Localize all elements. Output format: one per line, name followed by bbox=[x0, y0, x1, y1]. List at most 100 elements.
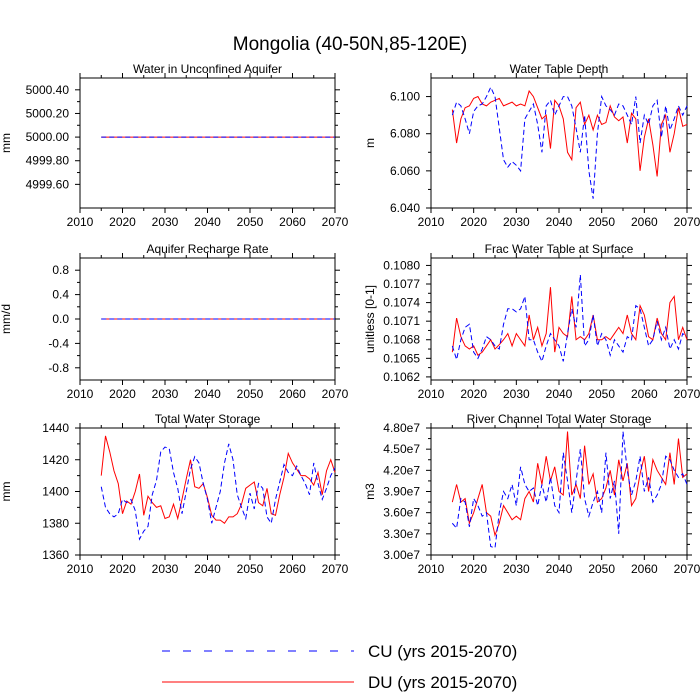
x-tick-label: 2030 bbox=[152, 562, 179, 576]
y-tick-label: 0.1065 bbox=[383, 351, 420, 365]
x-tick-label: 2060 bbox=[279, 387, 306, 401]
x-tick-label: 2010 bbox=[67, 387, 94, 401]
panels-group: Water in Unconfined Aquifer 2010 2020 2030 2… bbox=[0, 62, 700, 576]
y-tick-label: 0.1071 bbox=[383, 314, 420, 328]
series-line-cu bbox=[451, 274, 688, 363]
y-tick-label: -0.8 bbox=[48, 361, 69, 375]
x-tick-label: 2020 bbox=[109, 215, 136, 229]
y-tick-label: 6.100 bbox=[390, 90, 420, 104]
x-tick-label: 2050 bbox=[237, 562, 264, 576]
panel-title: Water in Unconfined Aquifer bbox=[133, 62, 282, 76]
x-tick-label: 2050 bbox=[588, 215, 615, 229]
x-tick-label: 2030 bbox=[152, 215, 179, 229]
x-tick-label: 2040 bbox=[546, 562, 573, 576]
y-tick-label: 0.0 bbox=[52, 312, 69, 326]
x-tick-label: 2030 bbox=[503, 562, 530, 576]
x-tick-label: 2010 bbox=[67, 215, 94, 229]
y-axis-label: mm bbox=[0, 482, 13, 502]
x-tick-label: 2010 bbox=[418, 215, 445, 229]
x-tick-label: 2060 bbox=[279, 215, 306, 229]
x-tick-label: 2040 bbox=[194, 215, 221, 229]
y-tick-label: 1360 bbox=[42, 548, 69, 562]
series-line-du bbox=[451, 287, 688, 356]
y-tick-label: 3.00e7 bbox=[383, 548, 420, 562]
plot-frame bbox=[430, 77, 688, 209]
panel-aquifer-recharge-rate: Aquifer Recharge Rate 2010 2020 2030 2040 205… bbox=[0, 242, 349, 401]
y-tick-label: 4.80e7 bbox=[383, 421, 420, 435]
x-tick-label: 2070 bbox=[322, 562, 349, 576]
y-tick-label: 3.60e7 bbox=[383, 506, 420, 520]
x-tick-label: 2010 bbox=[418, 562, 445, 576]
y-axis-label: mm/d bbox=[0, 304, 13, 334]
x-tick-label: 2030 bbox=[503, 387, 530, 401]
series-line-du bbox=[451, 431, 688, 538]
panel-title: Frac Water Table at Surface bbox=[485, 242, 634, 256]
x-tick-label: 2070 bbox=[674, 215, 700, 229]
y-tick-label: 0.1077 bbox=[383, 277, 420, 291]
y-tick-label: 5000.20 bbox=[26, 106, 70, 120]
x-tick-label: 2040 bbox=[546, 215, 573, 229]
x-tick-label: 2060 bbox=[631, 215, 658, 229]
x-tick-label: 2070 bbox=[674, 387, 700, 401]
series-line-du bbox=[451, 89, 688, 177]
x-tick-label: 2030 bbox=[503, 215, 530, 229]
plot-frame bbox=[79, 77, 336, 209]
x-tick-label: 2040 bbox=[194, 387, 221, 401]
series-line-cu bbox=[100, 443, 336, 541]
series-line-cu bbox=[451, 86, 688, 199]
x-tick-label: 2050 bbox=[588, 562, 615, 576]
y-tick-label: 0.4 bbox=[52, 288, 69, 302]
panel-water-in-unconfined-aquifer: Water in Unconfined Aquifer 2010 2020 2030 2… bbox=[0, 62, 349, 229]
y-axis-label: mm bbox=[0, 133, 13, 153]
y-tick-label: 6.040 bbox=[390, 201, 420, 215]
x-tick-label: 2020 bbox=[460, 562, 487, 576]
panel-water-table-depth: Water Table Depth 2010 2020 2030 2040 2050 206… bbox=[363, 62, 700, 229]
y-tick-label: 1400 bbox=[42, 485, 69, 499]
y-tick-label: 1440 bbox=[42, 421, 69, 435]
y-tick-label: 1380 bbox=[42, 516, 69, 530]
panel-title: Aquifer Recharge Rate bbox=[146, 242, 268, 256]
x-tick-label: 2020 bbox=[460, 215, 487, 229]
panel-frac-water-table-at-surface: Frac Water Table at Surface 2010 2020 2030 2… bbox=[363, 242, 700, 401]
x-tick-label: 2030 bbox=[152, 387, 179, 401]
y-tick-label: 4999.60 bbox=[26, 177, 70, 191]
y-tick-label: 0.1074 bbox=[383, 296, 420, 310]
x-tick-label: 2060 bbox=[631, 387, 658, 401]
plot-frame bbox=[430, 257, 688, 381]
series-line-cu bbox=[451, 431, 688, 549]
x-tick-label: 2040 bbox=[194, 562, 221, 576]
x-tick-label: 2040 bbox=[546, 387, 573, 401]
figure-title: Mongolia (40-50N,85-120E) bbox=[233, 34, 467, 55]
legend-label-du: DU (yrs 2015-2070) bbox=[368, 673, 517, 692]
x-tick-label: 2070 bbox=[674, 562, 700, 576]
panel-title: Water Table Depth bbox=[510, 62, 609, 76]
x-tick-label: 2020 bbox=[109, 387, 136, 401]
x-tick-label: 2070 bbox=[322, 387, 349, 401]
y-tick-label: 0.1062 bbox=[383, 370, 420, 384]
legend-label-cu: CU (yrs 2015-2070) bbox=[368, 642, 517, 661]
x-tick-label: 2020 bbox=[109, 562, 136, 576]
y-axis-label: m3 bbox=[363, 483, 377, 500]
x-tick-label: 2050 bbox=[237, 215, 264, 229]
series-line-du bbox=[100, 435, 336, 524]
y-tick-label: 0.1080 bbox=[383, 258, 420, 272]
x-tick-label: 2010 bbox=[418, 387, 445, 401]
panel-title: Total Water Storage bbox=[155, 412, 261, 426]
legend: CU (yrs 2015-2070) DU (yrs 2015-2070) bbox=[162, 642, 517, 692]
y-tick-label: 4999.80 bbox=[26, 154, 70, 168]
y-tick-label: 3.90e7 bbox=[383, 485, 420, 499]
y-tick-label: 6.060 bbox=[390, 164, 420, 178]
x-tick-label: 2020 bbox=[460, 387, 487, 401]
y-tick-label: 5000.40 bbox=[26, 83, 70, 97]
panel-title: River Channel Total Water Storage bbox=[467, 412, 652, 426]
y-tick-label: 3.30e7 bbox=[383, 527, 420, 541]
x-tick-label: 2050 bbox=[237, 387, 264, 401]
y-tick-label: 1420 bbox=[42, 453, 69, 467]
y-axis-label: m bbox=[363, 138, 377, 148]
x-tick-label: 2060 bbox=[631, 562, 658, 576]
x-tick-label: 2010 bbox=[67, 562, 94, 576]
plot-frame bbox=[79, 427, 336, 556]
y-tick-label: 4.50e7 bbox=[383, 442, 420, 456]
y-tick-label: -0.4 bbox=[48, 336, 69, 350]
